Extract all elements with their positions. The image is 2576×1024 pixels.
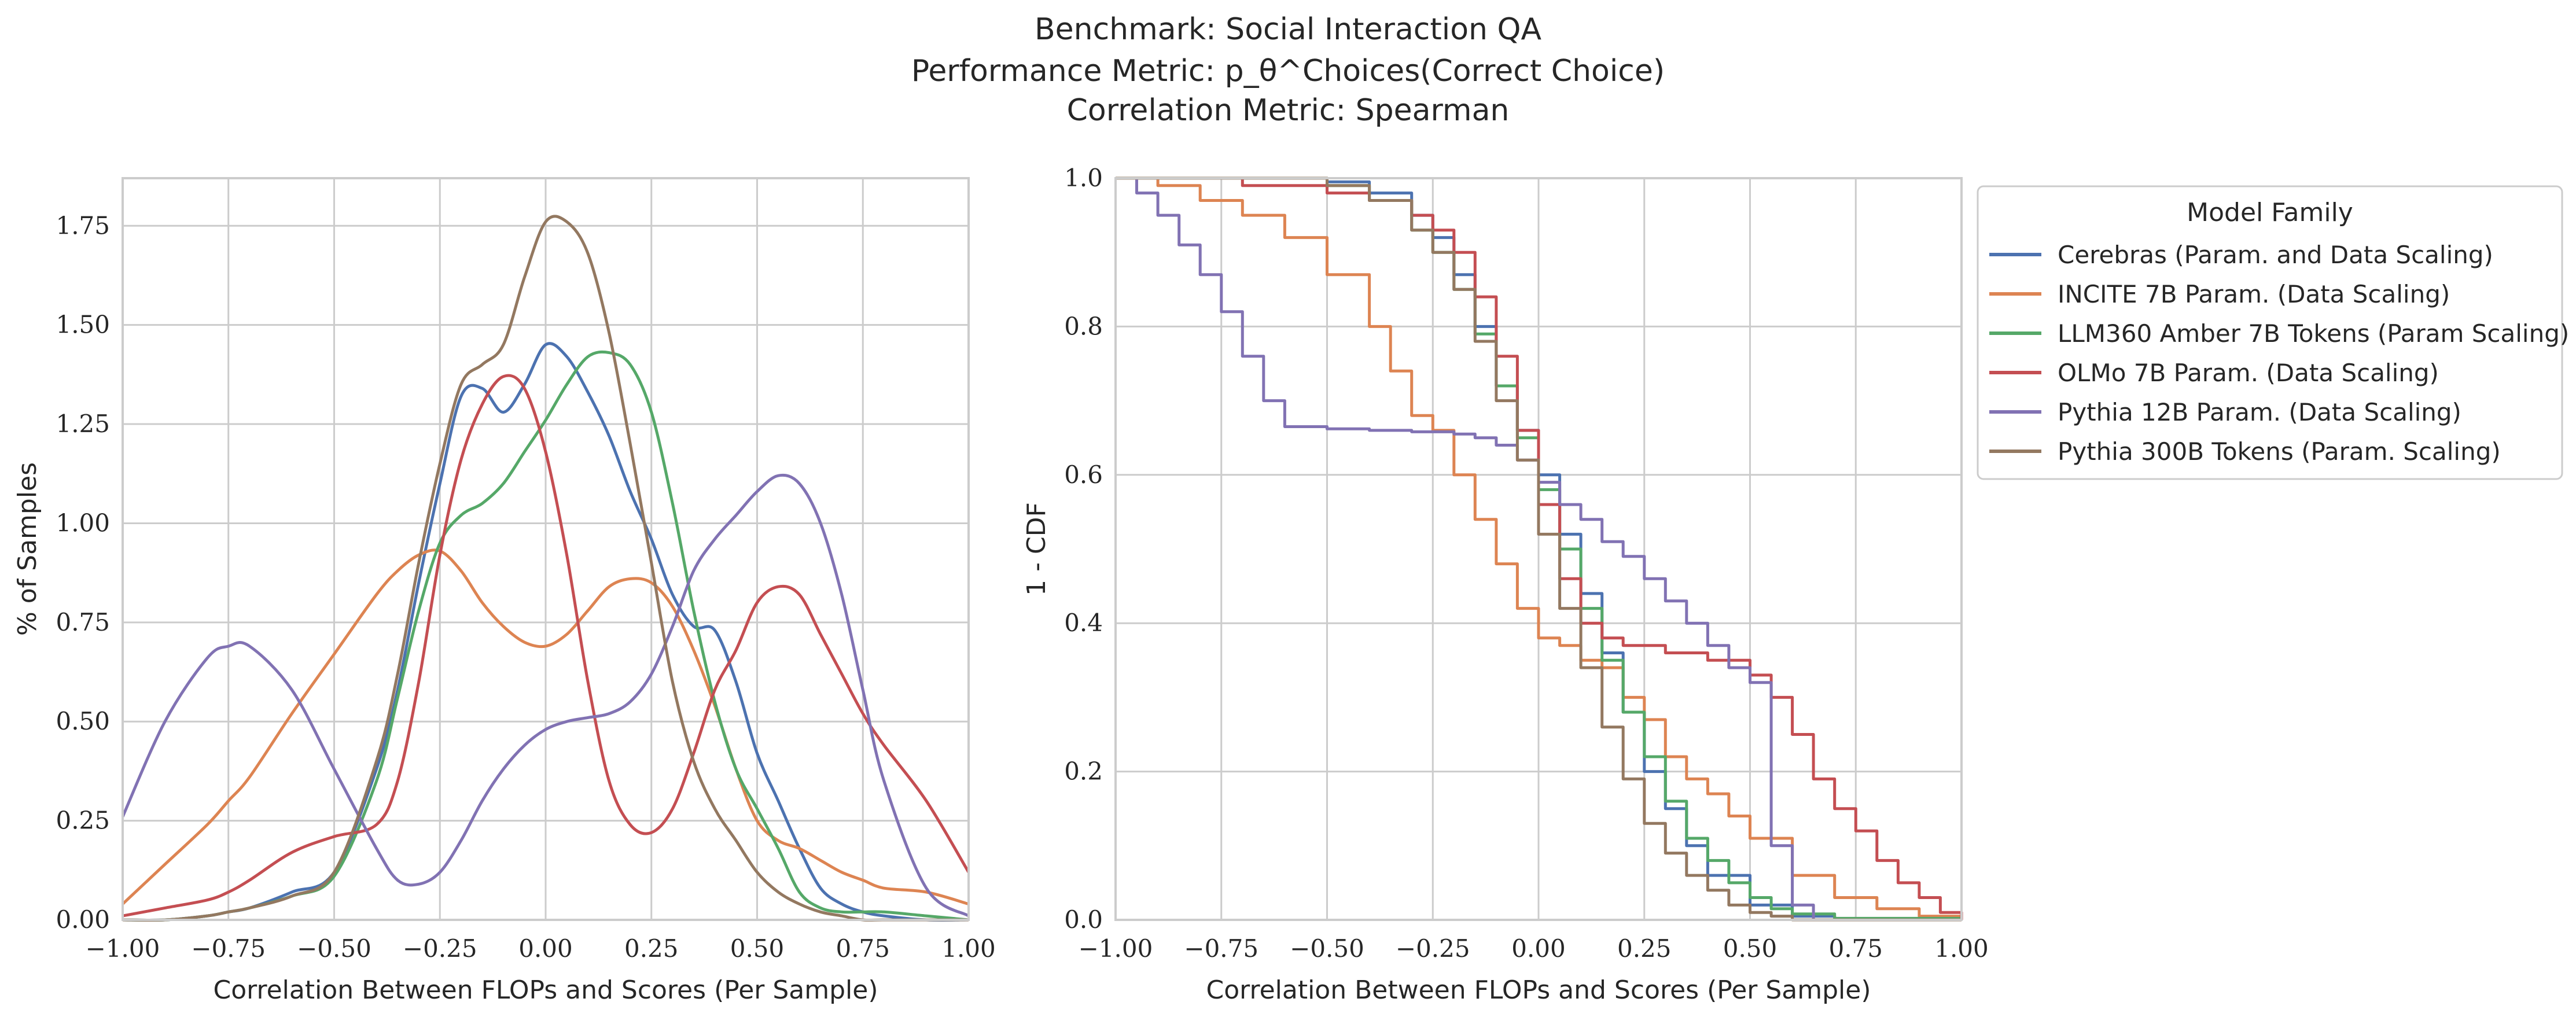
legend: Model Family Cerebras (Param. and Data Sc… [1977,185,2569,480]
kde-x-axis-label: Correlation Between FLOPs and Scores (Pe… [213,975,878,1005]
kde-y-tick-label: 1.00 [56,509,110,537]
kde-x-ticks: −1.00 −0.75 −0.50 −0.25 0.00 0.25 0.50 0.75 1.00 [86,934,996,963]
legend-item: OLMo 7B Param. (Data Scaling) [1989,359,2439,387]
cdf-y-axis-label: 1 - CDF [1022,502,1051,596]
cdf-y-tick-label: 0.6 [1064,461,1103,489]
legend-label: Cerebras (Param. and Data Scaling) [2058,241,2493,269]
cdf-x-axis-label: Correlation Between FLOPs and Scores (Pe… [1206,975,1871,1005]
cdf-x-tick-label: 0.25 [1617,934,1672,963]
kde-x-tick-label: 0.00 [518,934,573,963]
title-line-3: Correlation Metric: Spearman [1067,93,1510,128]
cdf-series-group [1116,176,1963,922]
kde-y-ticks: 0.00 0.25 0.50 0.75 1.00 1.25 1.50 1.75 [56,211,110,934]
kde-y-axis-label: % of Samples [13,462,42,636]
kde-x-tick-label: −0.50 [297,934,371,963]
kde-y-tick-label: 1.50 [56,311,110,339]
cdf-x-tick-label: −0.75 [1184,934,1258,963]
cdf-y-tick-label: 0.8 [1064,312,1103,340]
kde-series-line-2 [122,350,969,922]
cdf-panel: −1.00 −0.75 −0.50 −0.25 0.00 0.25 0.50 0.75 1.00… [1022,164,1989,1005]
kde-y-tick-label: 0.50 [56,707,110,735]
cdf-series-line-3 [1116,176,1963,920]
kde-x-tick-label: 0.75 [836,934,890,963]
cdf-x-tick-label: 0.75 [1828,934,1883,963]
kde-series-line-5 [122,215,969,922]
cdf-y-ticks: 0.0 0.2 0.4 0.6 0.8 1.0 [1064,164,1103,934]
cdf-x-tick-label: 0.00 [1511,934,1566,963]
kde-x-tick-label: 1.00 [941,934,996,963]
legend-box [1977,185,2563,480]
cdf-x-tick-label: 0.50 [1723,934,1778,963]
kde-x-tick-label: −0.25 [403,934,477,963]
cdf-x-ticks: −1.00 −0.75 −0.50 −0.25 0.00 0.25 0.50 0.75 1.00 [1079,934,1989,963]
kde-y-tick-label: 0.75 [56,608,110,636]
cdf-series-line-1 [1116,176,1963,920]
title-line-1: Benchmark: Social Interaction QA [1035,12,1542,47]
figure-title: Benchmark: Social Interaction QA Perform… [911,12,1665,128]
title-line-2: Performance Metric: p_θ^Choices(Correct … [911,54,1665,89]
legend-item: Pythia 12B Param. (Data Scaling) [1989,398,2461,426]
cdf-x-tick-label: −1.00 [1079,934,1153,963]
cdf-x-tick-label: −0.25 [1396,934,1470,963]
legend-title: Model Family [2187,198,2353,227]
cdf-x-tick-label: 1.00 [1934,934,1989,963]
kde-series-line-1 [122,548,969,906]
legend-label: LLM360 Amber 7B Tokens (Param Scaling) [2058,319,2569,348]
kde-y-tick-label: 0.25 [56,806,110,835]
legend-label: OLMo 7B Param. (Data Scaling) [2058,359,2439,387]
cdf-x-tick-label: −0.50 [1290,934,1364,963]
legend-item: Pythia 300B Tokens (Param. Scaling) [1989,437,2501,466]
kde-series-group [121,215,970,922]
cdf-y-tick-label: 0.4 [1064,609,1103,637]
kde-series-line-4 [121,473,970,918]
legend-label: INCITE 7B Param. (Data Scaling) [2058,280,2450,308]
cdf-y-tick-label: 1.0 [1064,164,1103,192]
cdf-y-tick-label: 0.0 [1064,905,1103,934]
legend-item: INCITE 7B Param. (Data Scaling) [1989,280,2450,308]
legend-label: Pythia 300B Tokens (Param. Scaling) [2058,437,2501,466]
kde-frame [122,177,970,921]
kde-x-tick-label: 0.25 [624,934,679,963]
kde-y-tick-label: 1.75 [56,211,110,240]
kde-panel: −1.00 −0.75 −0.50 −0.25 0.00 0.25 0.50 0.75 1.00… [13,177,996,1005]
kde-y-tick-label: 0.00 [56,905,110,934]
cdf-y-tick-label: 0.2 [1064,757,1103,786]
legend-item: Cerebras (Param. and Data Scaling) [1989,241,2493,269]
legend-item: LLM360 Amber 7B Tokens (Param Scaling) [1989,319,2569,348]
kde-series-line-3 [122,374,970,918]
kde-y-tick-label: 1.25 [56,410,110,438]
cdf-frame [1114,177,1963,921]
kde-x-tick-label: −0.75 [191,934,266,963]
kde-x-tick-label: −1.00 [86,934,160,963]
kde-x-tick-label: 0.50 [730,934,785,963]
legend-label: Pythia 12B Param. (Data Scaling) [2058,398,2461,426]
cdf-series-line-5 [1116,176,1962,922]
